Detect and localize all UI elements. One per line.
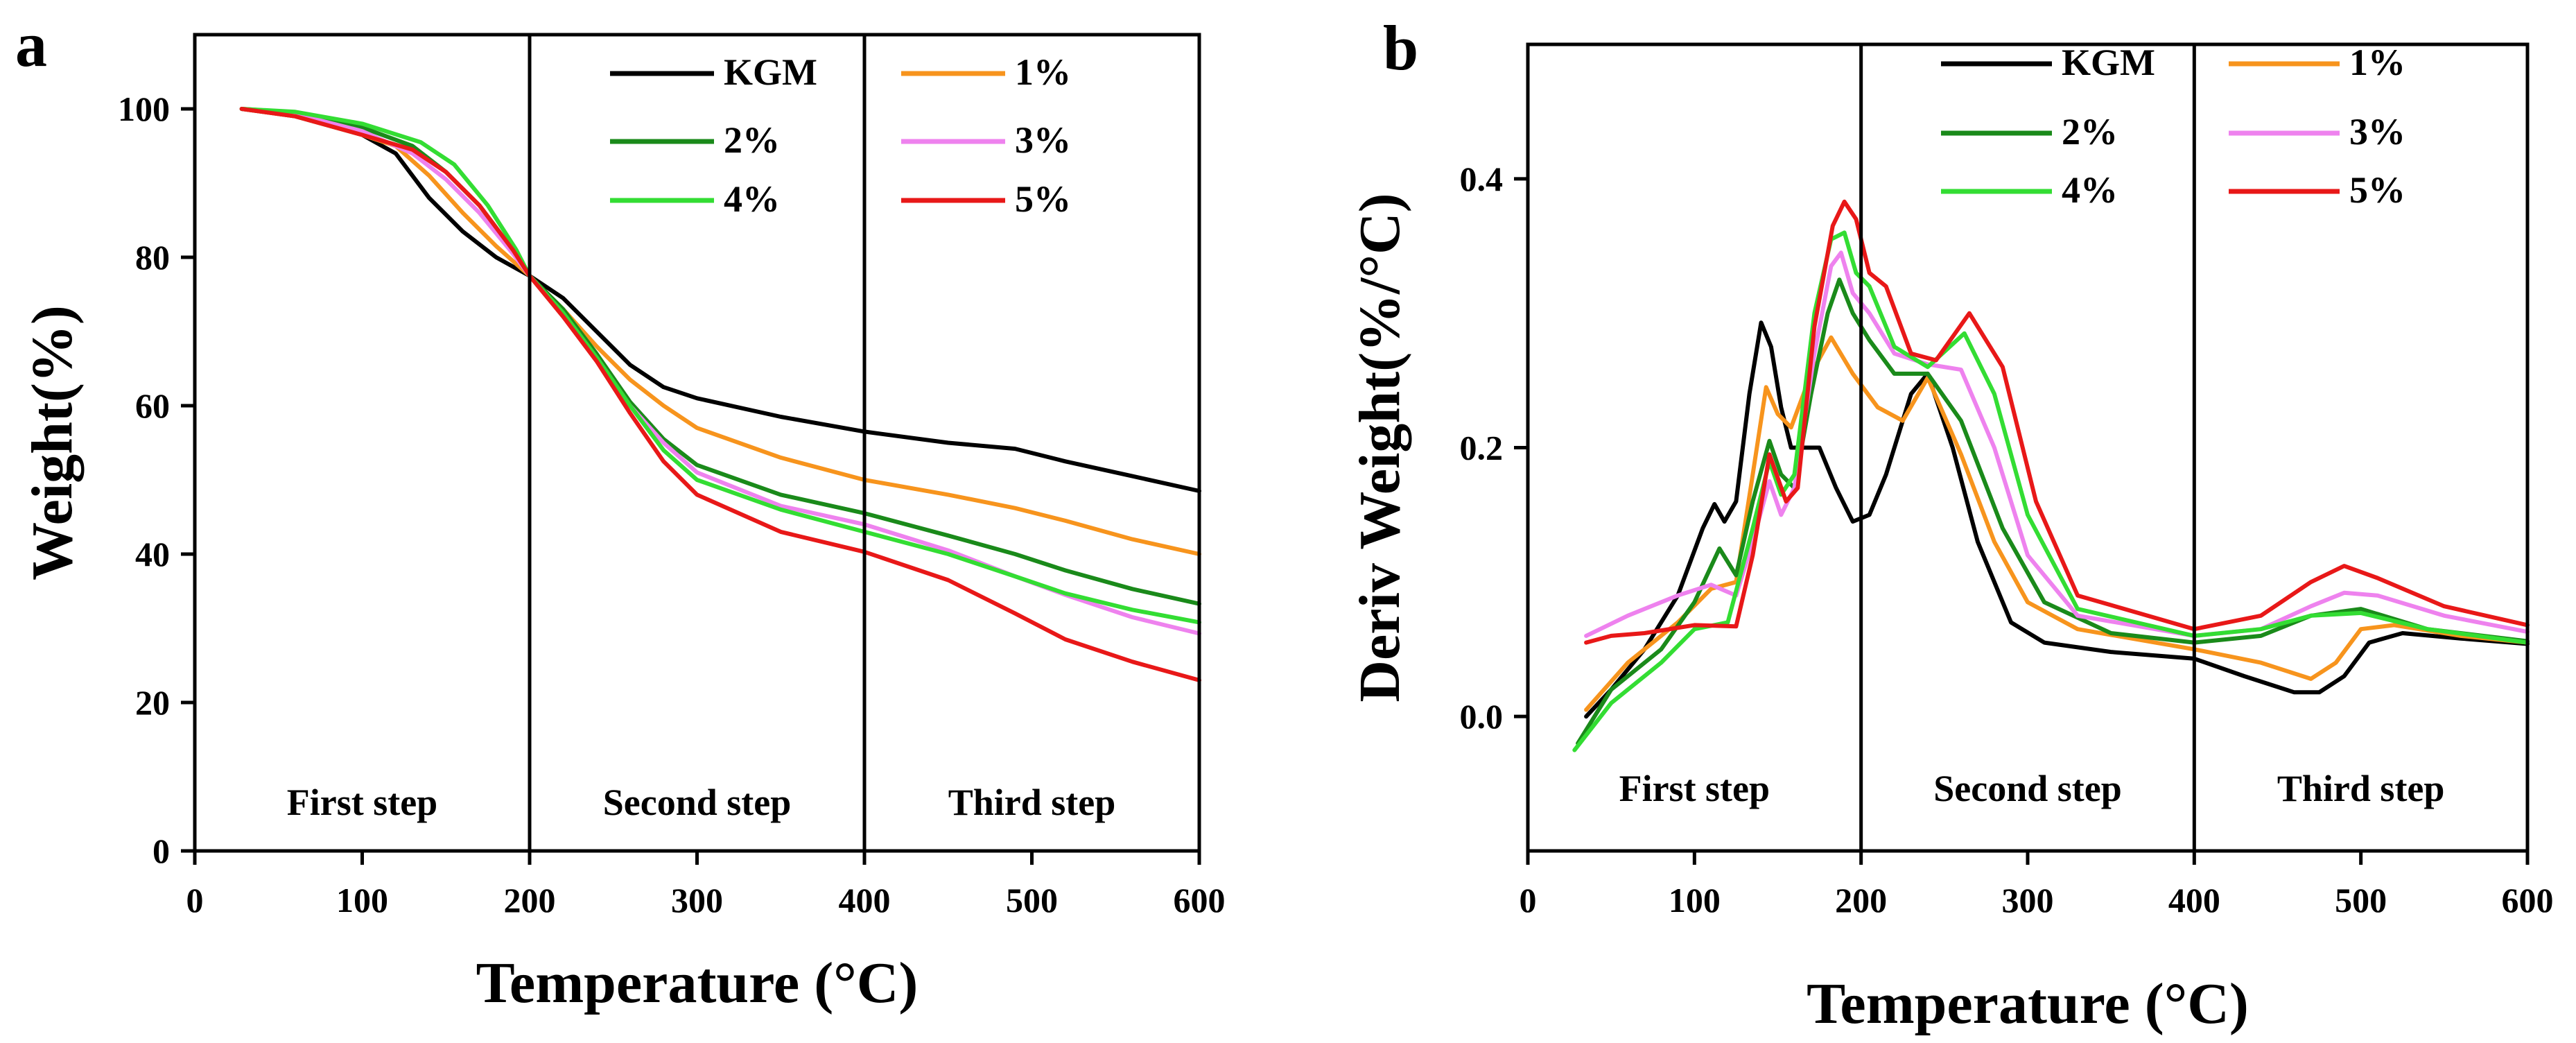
x-axis-title: Temperature (°C) [476,951,919,1015]
legend-item: 2% [610,119,780,161]
panel-letter: b [1383,12,1418,83]
region-label: Third step [2277,768,2445,809]
panel-letter: a [15,9,47,80]
legend-label: 1% [1015,51,1071,93]
series-line-3pct [1584,250,2530,638]
legend-item: 4% [610,178,780,220]
legend-item: 5% [901,178,1071,220]
legend-label: KGM [2062,42,2155,83]
y-tick-label: 100 [118,89,170,128]
y-tick-label: 40 [135,535,170,574]
series-line-kgm [239,107,1201,493]
series-line-4pct [1572,230,2530,752]
x-tick-label: 500 [2335,881,2387,920]
legend: KGM 1% 2% 3% 4% 5% [610,51,1071,220]
x-tick-label: 200 [504,881,556,920]
region-label: Second step [603,782,792,823]
series-line-5pct [239,107,1201,682]
y-tick-label: 0.4 [1460,160,1504,198]
y-axis-title: Weight(%) [20,305,85,580]
y-axis-title: Deriv Weight(%/°C) [1348,193,1412,702]
legend: KGM 1% 2% 3% 4% 5% [1941,42,2405,211]
legend-label: 3% [2349,111,2405,153]
y-tick-label: 0 [153,831,170,870]
x-tick-label: 400 [839,881,891,920]
legend-item: 5% [2229,169,2405,211]
y-tick-label: 60 [135,386,170,425]
x-tick-label: 100 [336,881,388,920]
y-tick-label: 80 [135,238,170,277]
series-line-5pct [1584,199,2530,645]
series-line-2pct [239,107,1201,606]
region-label: First step [287,782,437,823]
x-tick-label: 300 [2002,881,2054,920]
legend-item: 4% [1941,169,2118,211]
legend-item: 1% [2229,42,2405,83]
y-tick-label: 0.0 [1460,697,1504,736]
legend-label: 5% [2349,169,2405,211]
legend-label: 1% [2349,42,2405,83]
legend-item: 3% [2229,111,2405,153]
series-line-kgm [1584,320,2530,719]
y-tick-label: 0.2 [1460,429,1504,467]
x-tick-label: 0 [1520,881,1537,920]
legend-label: 4% [2062,169,2118,211]
x-tick-label: 500 [1006,881,1058,920]
legend-item: KGM [1941,42,2155,83]
region-label: Second step [1933,768,2122,809]
legend-item: 2% [1941,111,2118,153]
x-tick-label: 0 [186,881,204,920]
chart-panel-a: 0 100 200 300 400 500 600 0 20 40 60 80 100 Temperatu… [15,9,1226,1015]
series-line-4pct [239,107,1201,625]
legend-label: 4% [724,178,780,220]
legend-label: 2% [724,119,780,161]
legend-item: KGM [610,51,817,93]
x-tick-label: 400 [2168,881,2220,920]
x-tick-label: 200 [1835,881,1887,920]
y-tick-label: 20 [135,683,170,722]
x-tick-label: 600 [1174,881,1226,920]
legend-item: 1% [901,51,1071,93]
legend-item: 3% [901,119,1071,161]
x-axis-title: Temperature (°C) [1807,972,2249,1036]
region-label: First step [1619,768,1770,809]
series-line-1pct [239,107,1201,556]
legend-label: KGM [724,51,817,93]
series-line-2pct [1576,277,2530,745]
plot-frame [1526,42,2530,853]
x-tick-label: 100 [1669,881,1721,920]
region-label: Third step [948,782,1116,823]
legend-label: 3% [1015,119,1071,161]
series-line-1pct [1584,335,2530,712]
x-tick-label: 600 [2502,881,2554,920]
legend-label: 2% [2062,111,2118,153]
legend-label: 5% [1015,178,1071,220]
chart-panel-b: 0 100 200 300 400 500 600 0.0 0.2 0.4 Temperature … [1348,12,2554,1036]
x-tick-label: 300 [671,881,723,920]
